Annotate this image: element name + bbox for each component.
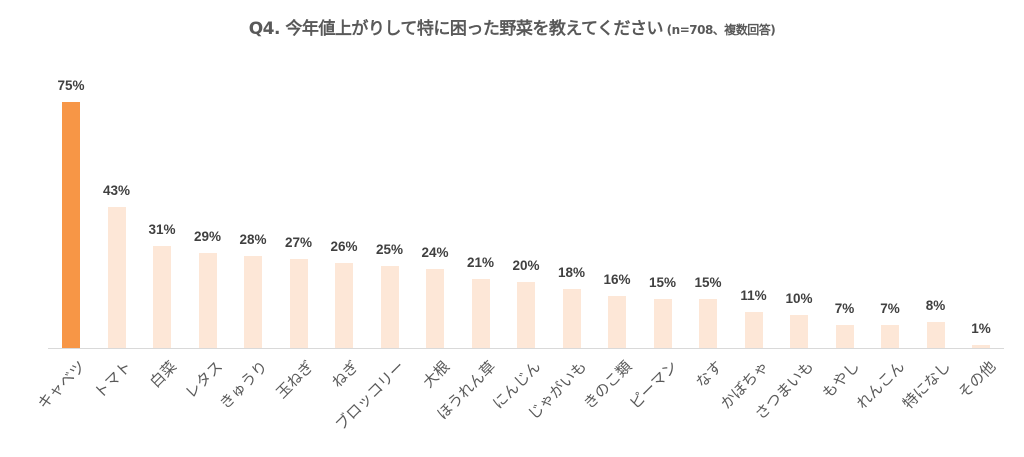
bar <box>198 252 217 348</box>
x-tick-label: 特になし <box>898 357 954 413</box>
bar <box>926 321 945 348</box>
bar <box>835 325 854 348</box>
data-label: 7% <box>880 301 900 317</box>
bar <box>699 298 717 348</box>
data-label: 43% <box>102 182 131 198</box>
bar <box>972 344 990 348</box>
data-label: 27% <box>284 235 313 251</box>
x-tick-label: れんこん <box>852 357 909 413</box>
data-label: 7% <box>834 301 855 317</box>
data-label: 26% <box>330 238 358 254</box>
bar <box>62 102 80 348</box>
bar <box>881 325 899 348</box>
chart-title-main: Q4. 今年値上がりして特に困った野菜を教えてください <box>248 19 664 39</box>
data-label: 21% <box>466 255 495 271</box>
x-axis-line <box>48 348 1004 349</box>
x-tick-label: きゅうり <box>215 357 272 413</box>
data-label: 75% <box>57 78 85 93</box>
bar <box>380 266 399 348</box>
x-tick-label: なす <box>692 357 727 392</box>
bar <box>790 315 808 348</box>
bar <box>562 288 581 348</box>
chart-title-sub: (n=708、複数回答) <box>663 23 776 37</box>
chart-title: Q4. 今年値上がりして特に困った野菜を教えてください (n=708、複数回答) <box>0 14 1024 39</box>
data-label: 15% <box>648 274 677 290</box>
data-label: 16% <box>603 271 631 287</box>
x-tick-label: ねぎ <box>328 357 363 392</box>
data-label: 15% <box>694 274 722 290</box>
bar <box>289 259 308 348</box>
data-label: 18% <box>557 264 586 280</box>
x-tick-label: 白菜 <box>146 357 181 392</box>
x-tick-label: トマト <box>90 357 135 402</box>
data-label: 20% <box>512 258 540 274</box>
data-label: 31% <box>148 222 176 238</box>
x-tick-label: 大根 <box>419 357 454 392</box>
data-label: 10% <box>785 291 813 307</box>
bar <box>244 256 262 348</box>
data-label: 29% <box>193 228 222 244</box>
x-tick-label: きのこ類 <box>579 357 636 413</box>
data-label: 25% <box>375 242 404 257</box>
data-label: 28% <box>239 232 267 248</box>
data-label: 8% <box>925 297 946 313</box>
bar <box>744 311 763 348</box>
bar <box>153 246 171 348</box>
bar <box>653 298 672 348</box>
data-label: 24% <box>421 245 449 261</box>
bar <box>426 269 444 348</box>
bar <box>608 295 626 348</box>
x-tick-label: キャベツ <box>33 357 90 413</box>
bar <box>517 282 535 348</box>
bar <box>471 279 490 348</box>
data-label: 1% <box>971 320 991 336</box>
bar <box>335 262 353 348</box>
x-tick-label: 玉ねぎ <box>272 357 317 402</box>
x-tick-label: その他 <box>954 357 1000 402</box>
data-label: 11% <box>740 287 767 303</box>
bar <box>107 206 126 348</box>
x-tick-label: ピーマン <box>625 357 681 413</box>
